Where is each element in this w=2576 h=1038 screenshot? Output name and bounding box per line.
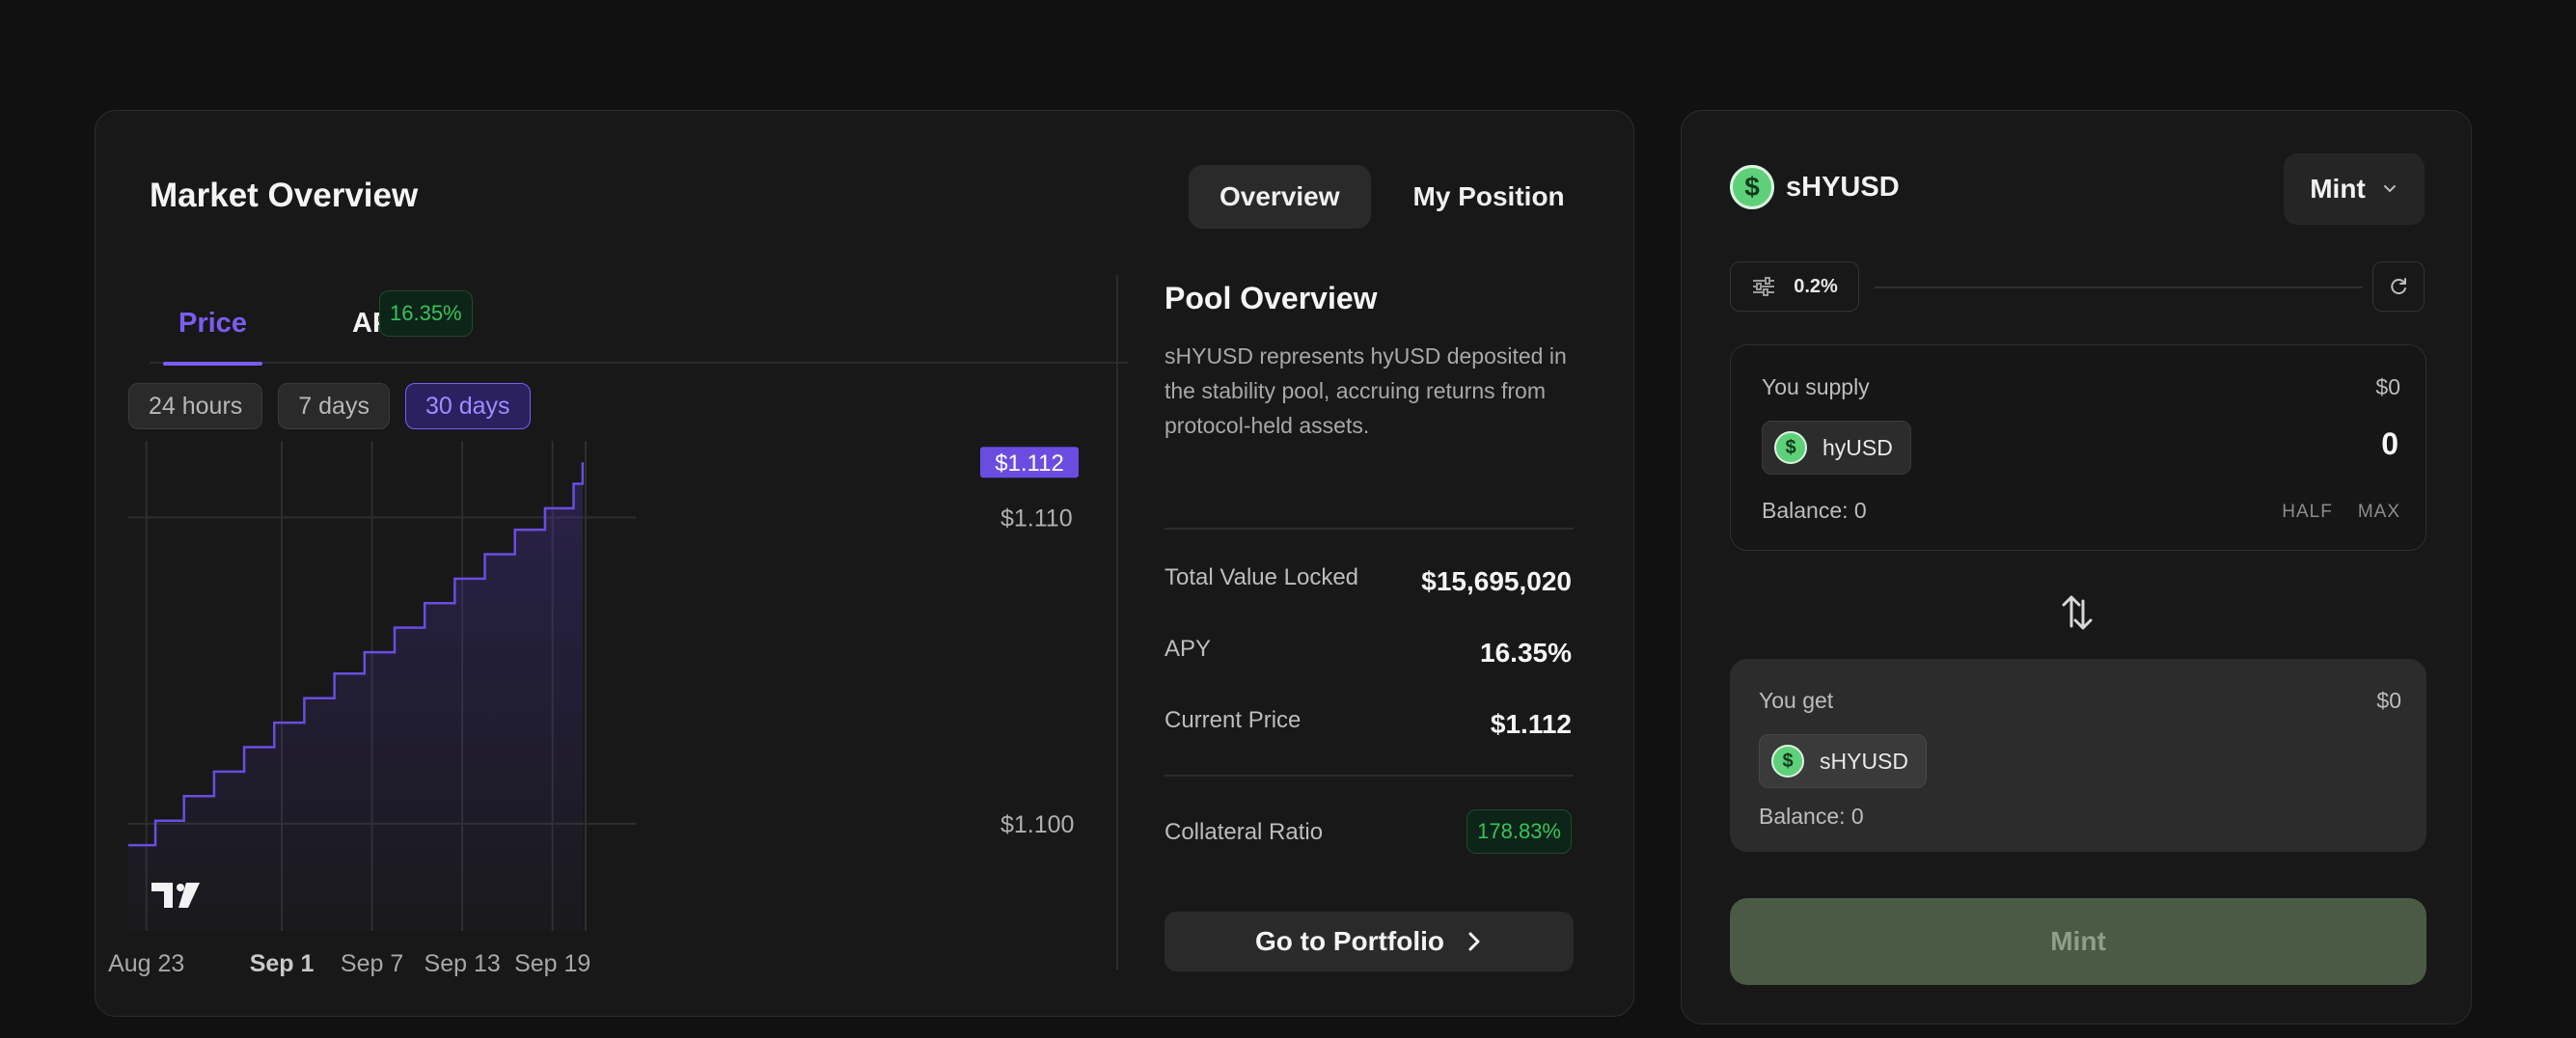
section-divider xyxy=(1116,275,1118,970)
receive-panel: You get $0 $ sHYUSD Balance: 0 xyxy=(1730,659,2426,852)
go-to-portfolio-button[interactable]: Go to Portfolio xyxy=(1165,912,1574,971)
token-name: sHYUSD xyxy=(1786,171,1900,203)
stat-value-tvl: $15,695,020 xyxy=(1421,566,1572,596)
range-7-days-button[interactable]: 7 days xyxy=(278,383,390,429)
market-overview-title: Market Overview xyxy=(150,177,419,214)
supply-usd-value: $0 xyxy=(2375,374,2400,399)
stat-value-apy: 16.35% xyxy=(1480,638,1572,668)
refresh-button[interactable] xyxy=(2372,261,2425,312)
mint-card: $ sHYUSD Mint 0.2% You supply $0 $ hy xyxy=(1681,110,2472,1024)
shyusd-logo-icon: $ xyxy=(1730,165,1774,209)
pool-description: sHYUSD represents hyUSD deposited in the… xyxy=(1165,343,1567,438)
mint-button[interactable]: Mint xyxy=(1730,898,2426,985)
receive-balance: Balance: 0 xyxy=(1759,804,1864,829)
range-24-hours-button[interactable]: 24 hours xyxy=(128,383,263,429)
chevron-right-icon xyxy=(1468,932,1480,951)
collateral-ratio-badge: 178.83% xyxy=(1466,809,1572,854)
time-range-selector: 24 hours 7 days 30 days xyxy=(128,383,531,429)
stat-label-apy: APY xyxy=(1165,636,1212,662)
receive-usd-value: $0 xyxy=(2376,688,2401,713)
shyusd-logo-icon: $ xyxy=(1771,745,1804,778)
token-header: $ sHYUSD xyxy=(1730,165,1900,209)
tradingview-logo-icon xyxy=(151,883,200,908)
apy-badge: 16.35% xyxy=(379,290,473,337)
x-tick-label: Sep 7 xyxy=(341,950,403,977)
x-tick-label: Sep 13 xyxy=(425,950,501,977)
go-to-portfolio-label: Go to Portfolio xyxy=(1255,926,1444,956)
stats-divider xyxy=(1165,775,1574,777)
pool-overview-title: Pool Overview xyxy=(1165,281,1378,315)
range-30-days-button[interactable]: 30 days xyxy=(404,383,531,429)
y-tick-label: $1.100 xyxy=(1000,811,1074,838)
stats-divider xyxy=(1165,528,1574,530)
y-tick-label: $1.110 xyxy=(1000,505,1073,532)
half-button[interactable]: HALF xyxy=(2282,502,2333,522)
supply-token-selector[interactable]: $ hyUSD xyxy=(1762,421,1911,475)
x-tick-label: Aug 23 xyxy=(108,950,184,977)
refresh-icon xyxy=(2391,278,2406,295)
stat-label-current-price: Current Price xyxy=(1165,707,1302,733)
chevron-down-icon xyxy=(2383,185,2396,193)
supply-label: You supply xyxy=(1762,374,1870,399)
tab-price[interactable]: Price xyxy=(163,283,262,366)
mode-label: Mint xyxy=(2310,174,2366,204)
supply-amount-input[interactable]: 0 xyxy=(2381,426,2398,461)
amount-shortcuts: HALF MAX xyxy=(2282,502,2400,523)
supply-balance: Balance: 0 xyxy=(1762,498,1867,523)
price-chart[interactable]: Aug 23 Sep 1 Sep 7 Sep 13 Sep 19 $1.100 $1.11… xyxy=(96,111,1099,1018)
stat-label-tvl: Total Value Locked xyxy=(1165,564,1359,590)
x-tick-label: Sep 1 xyxy=(250,950,315,977)
current-price-label: $1.112 xyxy=(995,451,1064,477)
tab-my-position[interactable]: My Position xyxy=(1412,181,1565,211)
current-price-marker xyxy=(980,447,1079,478)
view-tabs: Overview My Position xyxy=(1189,165,1596,229)
supply-panel: You supply $0 $ hyUSD 0 Balance: 0 HALF … xyxy=(1730,344,2426,551)
max-button[interactable]: MAX xyxy=(2357,502,2400,522)
receive-token-name: sHYUSD xyxy=(1820,748,1909,774)
swap-direction-icon[interactable] xyxy=(2058,591,2096,634)
stat-value-current-price: $1.112 xyxy=(1490,709,1572,739)
slippage-settings-button[interactable]: 0.2% xyxy=(1730,261,1859,312)
receive-token-selector[interactable]: $ sHYUSD xyxy=(1759,734,1928,788)
settings-divider xyxy=(1875,287,2363,288)
collateral-ratio-label: Collateral Ratio xyxy=(1165,819,1324,845)
price-line xyxy=(128,462,585,847)
market-overview-card: Market Overview Overview My Position Pri… xyxy=(95,110,1634,1017)
tab-overview[interactable]: Overview xyxy=(1189,165,1371,229)
sliders-icon xyxy=(1753,277,1775,296)
x-tick-label: Sep 19 xyxy=(514,950,590,977)
hyusd-logo-icon: $ xyxy=(1774,431,1807,464)
receive-label: You get xyxy=(1759,688,1834,713)
supply-token-name: hyUSD xyxy=(1822,434,1893,460)
slippage-value: 0.2% xyxy=(1794,275,1838,297)
mode-dropdown[interactable]: Mint xyxy=(2284,153,2425,225)
